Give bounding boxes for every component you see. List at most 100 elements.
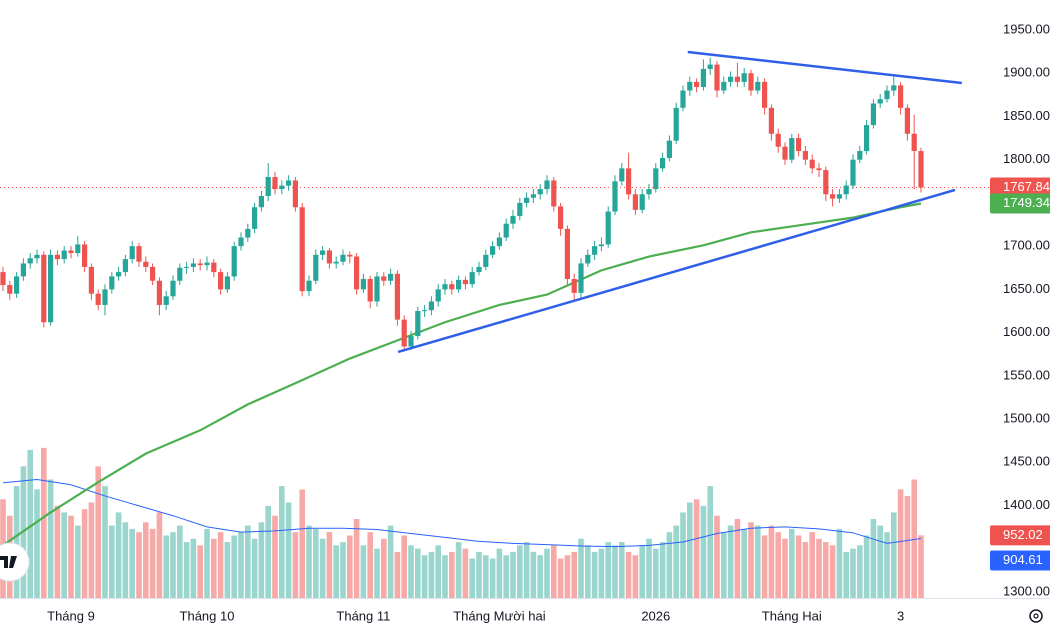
- volume-bar: [775, 532, 781, 598]
- volume-bar: [612, 545, 618, 598]
- y-tick-label: 1500.00: [1003, 411, 1050, 426]
- volume-bar: [741, 528, 747, 598]
- candle-body: [524, 197, 530, 203]
- candle-body: [197, 263, 203, 266]
- volume-bar: [476, 551, 482, 598]
- candle-body: [836, 194, 842, 199]
- candle-body: [340, 254, 346, 262]
- candle-body: [122, 259, 128, 273]
- candle-body: [354, 256, 360, 290]
- candle-body: [68, 250, 74, 254]
- candle-body: [286, 180, 292, 186]
- candle-body: [564, 228, 570, 280]
- volume-bar: [333, 545, 339, 598]
- volume-bar: [503, 555, 509, 598]
- volume-bar: [591, 551, 598, 598]
- candle-body: [483, 254, 489, 267]
- volume-bar: [816, 538, 822, 598]
- candle-body: [333, 261, 339, 264]
- candle-body: [0, 272, 6, 286]
- volume-bar: [761, 535, 768, 598]
- volume-bar: [768, 525, 775, 598]
- volume-bar: [843, 551, 849, 598]
- ma-value-box: [990, 193, 1050, 214]
- volume-bar: [245, 525, 251, 598]
- candle-body: [88, 266, 94, 294]
- volume-bar: [285, 502, 292, 598]
- volume-bar: [61, 512, 67, 598]
- x-tick-label: Tháng 11: [336, 608, 390, 623]
- candle-body: [898, 85, 904, 108]
- moving-average-line: [2, 202, 922, 547]
- volume-bar: [727, 525, 734, 598]
- candle-body: [775, 133, 781, 147]
- candle-body: [163, 296, 169, 305]
- candle-body: [503, 223, 509, 238]
- volume-bar: [911, 479, 917, 598]
- candle-body: [95, 293, 101, 305]
- volume-bar: [469, 558, 475, 598]
- volume-bar: [340, 542, 346, 598]
- x-tick-label: Tháng Hai: [762, 608, 822, 623]
- candle-body: [109, 276, 115, 290]
- volume-bar: [455, 542, 462, 598]
- candle-body: [136, 246, 142, 262]
- candle-body: [700, 68, 706, 88]
- volume-bar: [666, 532, 673, 598]
- y-tick-label: 1700.00: [1003, 238, 1050, 253]
- last-price-box: [990, 177, 1050, 198]
- y-tick-label: 1600.00: [1003, 324, 1050, 339]
- y-tick-label: 1850.00: [1003, 108, 1050, 123]
- y-tick-label: 1300.00: [1003, 583, 1050, 598]
- volume-bar: [177, 525, 183, 598]
- volume-bar: [421, 555, 428, 598]
- candle-body: [326, 250, 332, 264]
- volume-bar: [81, 509, 88, 598]
- volume-bar: [850, 548, 856, 598]
- volume-bar: [646, 538, 652, 598]
- volume-bar: [884, 532, 890, 598]
- volume-bar: [292, 532, 299, 598]
- volume-bar: [197, 545, 203, 598]
- y-tick-label: 1800.00: [1003, 151, 1050, 166]
- volume-bar: [585, 545, 591, 598]
- candle-body: [592, 246, 598, 255]
- candle-body: [48, 254, 54, 323]
- candle-body: [585, 254, 591, 264]
- candle-body: [544, 180, 550, 190]
- candle-body: [381, 276, 387, 281]
- candle-body: [347, 254, 353, 257]
- volume-bar: [115, 512, 122, 598]
- volume-bar: [918, 535, 924, 598]
- candle-body: [680, 90, 686, 108]
- x-tick-label: 3: [897, 608, 904, 623]
- volume-bar: [299, 489, 305, 598]
- candle-body: [252, 207, 258, 229]
- candle-body: [204, 262, 210, 266]
- volume-bar: [802, 542, 809, 598]
- volume-bar: [95, 466, 101, 598]
- volume-bar: [190, 538, 197, 598]
- candle-body: [802, 151, 808, 160]
- volume-bar: [489, 558, 496, 598]
- volume-bar: [265, 505, 271, 598]
- volume-ma-value-label: 904.61: [1003, 552, 1043, 567]
- volume-bar: [829, 545, 836, 598]
- settings-button[interactable]: [1029, 609, 1043, 623]
- candle-body: [462, 279, 468, 285]
- candle-body: [320, 250, 326, 255]
- candle-body: [54, 254, 60, 260]
- volume-bar: [319, 538, 326, 598]
- volume-bar: [795, 535, 802, 598]
- volume-bar: [211, 538, 217, 598]
- volume-bar: [129, 528, 135, 598]
- volume-bar: [700, 505, 707, 598]
- candle-body: [27, 258, 33, 264]
- volume-bar: [721, 532, 727, 598]
- candle-body: [490, 246, 496, 255]
- candle-body: [762, 81, 768, 108]
- volume-bar: [544, 548, 550, 598]
- candle-body: [551, 180, 557, 207]
- candle-body: [422, 310, 428, 312]
